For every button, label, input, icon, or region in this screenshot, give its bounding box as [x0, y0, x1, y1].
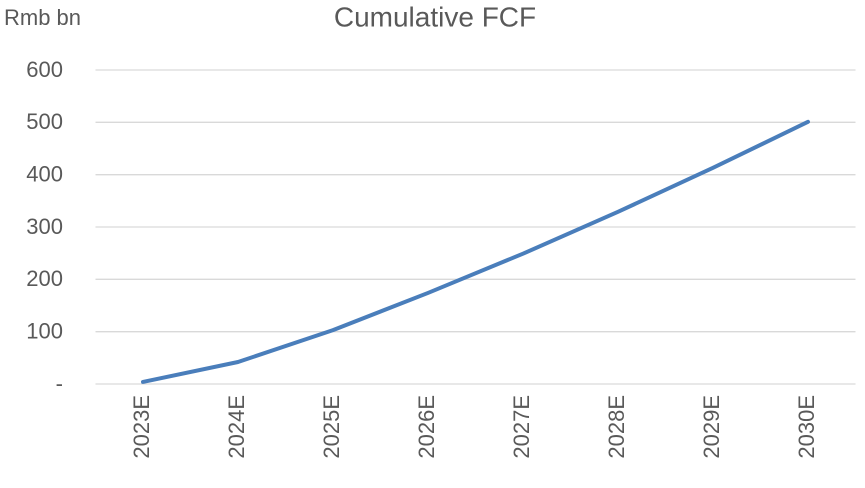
y-tick-label: 400: [26, 161, 63, 186]
y-tick-label: 500: [26, 109, 63, 134]
y-tick-label: 200: [26, 266, 63, 291]
y-axis-label: Rmb bn: [4, 5, 81, 30]
y-tick-label: -: [56, 371, 63, 396]
x-tick-label: 2027E: [509, 395, 534, 459]
x-tick-label: 2029E: [699, 395, 724, 459]
x-tick-label: 2023E: [129, 395, 154, 459]
x-tick-label: 2026E: [414, 395, 439, 459]
x-tick-label: 2024E: [224, 395, 249, 459]
y-tick-label: 300: [26, 214, 63, 239]
x-tick-label: 2025E: [319, 395, 344, 459]
x-tick-label: 2028E: [604, 395, 629, 459]
line-series: [141, 119, 810, 384]
chart-title: Cumulative FCF: [334, 1, 536, 32]
x-tick-label: 2030E: [794, 395, 819, 459]
y-tick-label: 100: [26, 318, 63, 343]
y-tick-label: 600: [26, 57, 63, 82]
